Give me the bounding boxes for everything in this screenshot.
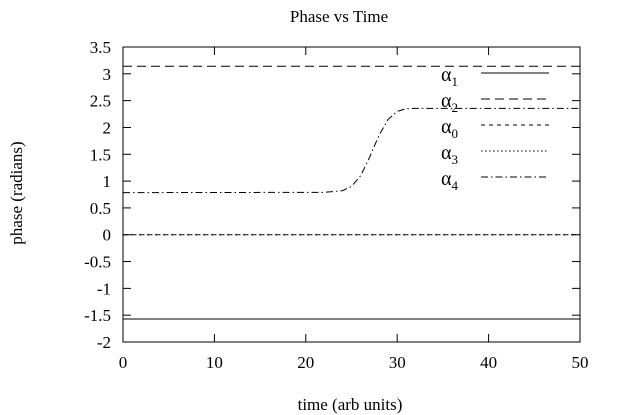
legend-label: α2 <box>441 90 458 115</box>
legend-label: α3 <box>441 142 458 167</box>
x-tick-label: 10 <box>206 353 223 372</box>
x-tick-label: 30 <box>389 353 406 372</box>
series-line-α4 <box>122 107 580 194</box>
x-tick-label: 50 <box>572 353 589 372</box>
y-tick-label: 2 <box>103 118 112 137</box>
legend-label: α1 <box>441 64 458 89</box>
legend-label-subscript: 2 <box>451 100 458 115</box>
x-tick-label: 40 <box>480 353 497 372</box>
y-tick-label: -1.5 <box>84 306 111 325</box>
y-tick-label: 0 <box>103 226 112 245</box>
legend-label-subscript: 0 <box>451 126 458 141</box>
chart-title: Phase vs Time <box>290 7 388 26</box>
y-tick-label: 1.5 <box>90 145 111 164</box>
plot-area: -2-1.5-1-0.500.511.522.533.50 10 20 30 40 50α… <box>84 38 588 372</box>
y-axis-label: phase (radians) <box>7 141 26 244</box>
y-tick-label: 0.5 <box>90 199 111 218</box>
legend-label: α0 <box>441 116 458 141</box>
y-tick-label: 1 <box>103 172 112 191</box>
legend-label-subscript: 3 <box>451 152 458 167</box>
plot-frame <box>122 46 581 343</box>
y-tick-label: -2 <box>97 333 111 352</box>
y-tick-label: -0.5 <box>84 253 111 272</box>
y-tick-label: -1 <box>97 279 111 298</box>
x-tick-label: 0 <box>119 353 128 372</box>
x-axis-label: time (arb units) <box>298 395 403 414</box>
x-tick-label: 20 <box>297 353 314 372</box>
legend-label: α4 <box>441 168 458 193</box>
legend-label-subscript: 4 <box>451 178 458 193</box>
y-tick-label: 3.5 <box>90 38 111 57</box>
y-tick-label: 2.5 <box>90 92 111 111</box>
legend-label-subscript: 1 <box>451 74 458 89</box>
y-tick-label: 3 <box>103 65 112 84</box>
